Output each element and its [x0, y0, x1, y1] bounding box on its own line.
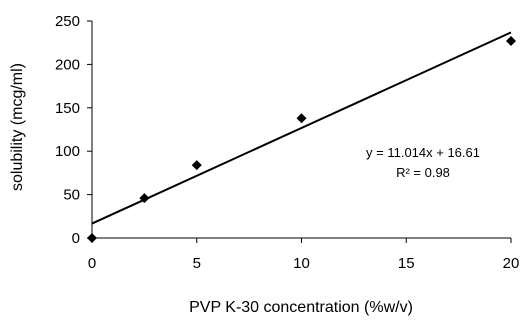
trendline-r-squared: R² = 0.98 — [396, 165, 450, 180]
x-tick-label: 20 — [503, 255, 520, 272]
trendline-equation: y = 11.014x + 16.61 — [366, 145, 480, 160]
trendline-group — [91, 31, 512, 225]
axis-ticks: 0 50 100 150 200 250 0 5 10 15 20 — [55, 13, 519, 272]
y-tick-label: 250 — [55, 13, 80, 30]
y-tick-label: 50 — [63, 187, 80, 204]
y-tick-label: 100 — [55, 143, 80, 160]
data-point — [506, 35, 516, 46]
x-tick-label: 10 — [293, 255, 310, 272]
x-tick-label: 15 — [398, 255, 415, 272]
data-point — [191, 160, 202, 171]
data-points — [87, 35, 516, 243]
data-point — [296, 113, 307, 124]
x-tick-label: 5 — [193, 255, 201, 272]
x-tick-label: 0 — [88, 255, 96, 272]
y-tick-label: 0 — [72, 230, 80, 247]
y-axis-title: solubility (mcg/ml) — [9, 63, 26, 191]
x-axis-title: PVP K-30 concentration (%w/v) — [189, 299, 413, 316]
trendline — [91, 31, 512, 225]
y-tick-label: 200 — [55, 56, 80, 73]
data-point — [87, 233, 97, 243]
axes — [91, 21, 511, 239]
y-tick-label: 150 — [55, 100, 80, 117]
data-point — [139, 193, 150, 204]
